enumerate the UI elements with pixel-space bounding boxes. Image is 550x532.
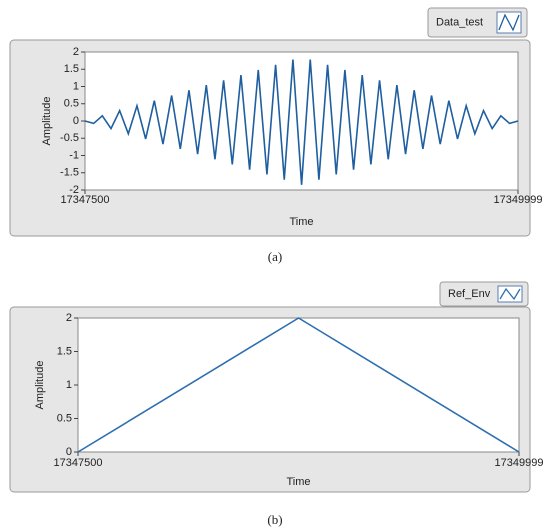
- y-axis-title: Amplitude: [34, 361, 46, 410]
- y-tick-label: -2: [69, 184, 79, 196]
- y-tick-label: 2: [66, 312, 72, 324]
- x-axis-title: Time: [289, 216, 313, 228]
- y-tick-label: 0.5: [57, 412, 72, 424]
- plot-area: [84, 51, 519, 191]
- x-tick-label: 17347500: [54, 457, 103, 469]
- y-tick-label: 1: [66, 379, 72, 391]
- caption: (a): [268, 249, 282, 264]
- y-tick-label: 1.5: [57, 345, 72, 357]
- y-tick-label: -0.5: [60, 132, 79, 144]
- x-tick-label: 17349999: [495, 457, 544, 469]
- x-axis-title: Time: [286, 476, 310, 488]
- y-tick-label: 1.5: [64, 63, 79, 75]
- legend-label: Ref_Env: [448, 288, 491, 300]
- legend-swatch: [499, 287, 521, 301]
- y-tick-label: 0.5: [64, 98, 79, 110]
- y-axis-title: Amplitude: [41, 97, 53, 146]
- data-line: [84, 59, 519, 185]
- plot-area: [77, 317, 520, 453]
- caption: (b): [267, 512, 282, 527]
- x-tick-label: 17347500: [61, 194, 110, 206]
- y-tick-label: 0: [73, 115, 79, 127]
- y-tick-label: -1.5: [60, 167, 79, 179]
- y-tick-label: 1: [73, 80, 79, 92]
- legend-label: Data_test: [436, 16, 483, 28]
- y-tick-label: 0: [66, 446, 72, 458]
- y-tick-label: -1: [69, 149, 79, 161]
- data-line: [77, 317, 520, 453]
- legend-swatch: [498, 13, 520, 32]
- x-tick-label: 17349999: [494, 194, 543, 206]
- y-tick-label: 2: [73, 46, 79, 58]
